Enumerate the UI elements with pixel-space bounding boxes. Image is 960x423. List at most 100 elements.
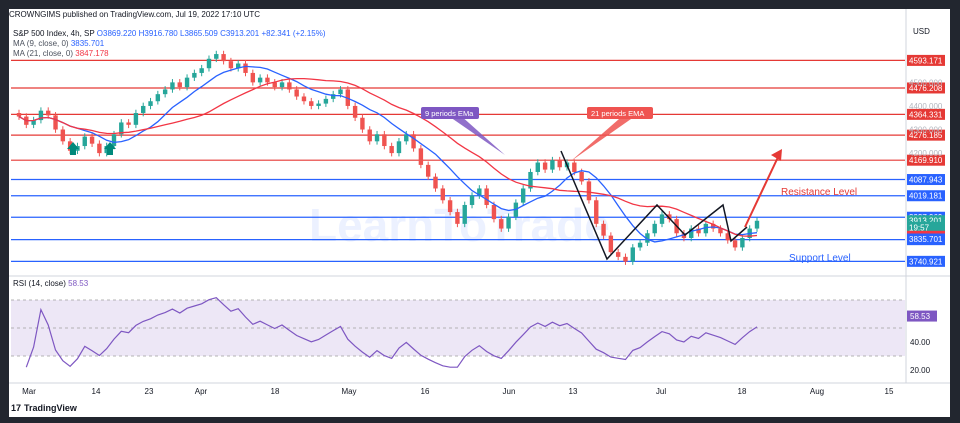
candle: [382, 134, 387, 147]
ema9-callout-box: [421, 107, 479, 119]
candle: [111, 134, 117, 147]
price-chart[interactable]: LearnToTrade 4593.171 4476.208 4364.331 4276…: [9, 9, 950, 417]
candle: [31, 120, 36, 125]
candle: [740, 237, 745, 248]
candle: [484, 188, 489, 205]
candle: [499, 219, 504, 229]
candle: [82, 136, 87, 147]
candle: [491, 204, 497, 220]
low-value: L3865.509: [180, 29, 218, 38]
candle: [60, 129, 66, 142]
level-tag-label: 4019.181: [909, 192, 943, 201]
ma21-value: 3847.178: [75, 49, 109, 58]
candle: [710, 223, 716, 229]
candle: [645, 233, 650, 243]
candle: [703, 223, 709, 234]
zigzag-pattern: [560, 150, 748, 261]
candle: [338, 89, 343, 95]
candle: [425, 164, 431, 177]
candle: [192, 72, 197, 78]
candle: [294, 89, 299, 97]
ma9-legend[interactable]: MA (9, close, 0) 3835.701: [13, 39, 104, 48]
candle: [287, 82, 292, 90]
candle: [477, 188, 482, 196]
time-axis-tick: 15: [885, 387, 894, 396]
projection-arrow-head-icon: [771, 149, 782, 161]
candle: [243, 63, 248, 73]
candle: [718, 228, 723, 234]
candle: [272, 82, 277, 88]
level-tag: [907, 129, 945, 141]
candle: [667, 214, 672, 220]
support-label: Support Level: [789, 253, 851, 264]
tradingview-footer[interactable]: 17 TradingView: [11, 403, 77, 413]
candle: [16, 113, 22, 117]
candle: [440, 188, 446, 201]
candle: [53, 115, 58, 130]
candle: [462, 204, 467, 224]
candle: [572, 162, 577, 172]
candle: [97, 143, 102, 154]
time-axis-tick: May: [341, 387, 356, 396]
candle: [214, 54, 219, 59]
candle: [411, 134, 416, 149]
ma21-legend[interactable]: MA (21, close, 0) 3847.178: [13, 49, 109, 58]
ma9-label: MA (9, close, 0): [13, 39, 69, 48]
level-tag: [907, 82, 945, 94]
candle: [360, 117, 365, 130]
candle: [279, 82, 285, 88]
candle: [374, 134, 380, 142]
ema9-callout-pointer: [452, 119, 505, 155]
candle: [177, 82, 182, 88]
rsi-legend[interactable]: RSI (14, close) 58.53: [13, 279, 88, 288]
level-tag-label: 4593.171: [909, 56, 943, 65]
time-axis-tick: Aug: [810, 387, 824, 396]
candle: [170, 82, 175, 90]
candle: [396, 141, 402, 154]
time-axis-tick: 18: [738, 387, 747, 396]
ema21-callout-pointer: [571, 119, 631, 161]
candle: [46, 110, 51, 116]
ema9-callout-label: 9 periods EMa: [425, 109, 474, 118]
candle: [155, 94, 161, 102]
candle: [652, 223, 657, 234]
rsi-axis-tick: 40.00: [910, 338, 931, 347]
up-arrow-icon: [67, 142, 79, 155]
time-axis-tick: 23: [145, 387, 154, 396]
candle: [469, 195, 475, 205]
candle: [404, 134, 409, 142]
price-axis-tick: 4500.000: [909, 78, 943, 87]
candle: [389, 146, 394, 154]
candle: [257, 77, 263, 83]
candle: [119, 122, 124, 135]
tradingview-logo-icon: 17: [11, 403, 22, 413]
candle: [236, 63, 241, 69]
time-axis-tick: Jun: [503, 387, 516, 396]
candle: [557, 160, 562, 168]
up-arrow-icon: [104, 142, 116, 155]
candle: [126, 122, 131, 125]
candle: [681, 233, 687, 238]
price-tag-label: 3835.701: [909, 235, 943, 244]
candle: [630, 247, 635, 262]
level-tag: [907, 54, 945, 66]
candle: [725, 233, 730, 241]
candle: [659, 214, 665, 224]
rsi-line: [25, 297, 758, 368]
watermark-text: LearnToTrade: [309, 199, 610, 251]
ema21-callout-box: [587, 107, 653, 119]
candle: [133, 113, 139, 125]
level-tag: [907, 255, 945, 267]
symbol-name[interactable]: S&P 500 Index, 4h, SP: [13, 29, 95, 38]
rsi-axis-tick: 20.00: [910, 366, 931, 375]
open-value: O3869.220: [96, 29, 137, 38]
candle: [433, 176, 438, 189]
rsi-value-tag: [907, 310, 937, 322]
rsi-label-text: RSI (14, close): [13, 279, 66, 288]
high-value: H3916.780: [138, 29, 178, 38]
candle: [623, 256, 628, 262]
price-tag: [907, 233, 945, 245]
time-axis-tick: 14: [92, 387, 101, 396]
currency-label[interactable]: USD: [913, 27, 930, 36]
candle: [316, 103, 321, 106]
